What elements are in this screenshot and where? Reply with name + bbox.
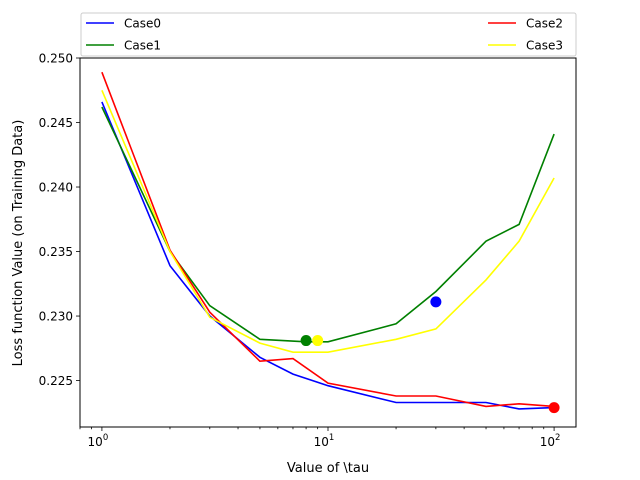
- marker-case0: [430, 296, 442, 308]
- series-line-case0: [101, 101, 555, 410]
- y-tick-label: 0.230: [39, 309, 73, 323]
- plot-area: [79, 57, 577, 428]
- plot-frame: [79, 57, 577, 428]
- legend-label-case0: Case0: [124, 16, 161, 30]
- y-tick-label: 0.240: [39, 180, 73, 194]
- marker-case2: [548, 402, 560, 414]
- x-axis-label: Value of \tau: [287, 461, 369, 476]
- y-tick-label: 0.225: [39, 374, 73, 388]
- y-tick-label: 0.245: [39, 116, 73, 130]
- legend-box: [80, 12, 577, 57]
- y-tick-label: 0.235: [39, 245, 73, 259]
- legend-label-case2: Case2: [526, 16, 563, 30]
- x-tick-label: 100: [88, 433, 109, 449]
- x-tick-label: 101: [314, 433, 335, 449]
- series-line-case3: [101, 89, 555, 353]
- marker-case3: [312, 335, 324, 347]
- marker-case1: [300, 335, 312, 347]
- legend-label-case3: Case3: [526, 38, 563, 52]
- x-axis: 100 101 102: [79, 427, 561, 449]
- legend: Case0 Case1 Case2 Case3: [80, 12, 577, 57]
- y-tick-label: 0.250: [39, 51, 73, 65]
- y-axis-label: Loss function Value (on Training Data): [11, 120, 26, 367]
- x-tick-label: 102: [540, 433, 561, 449]
- x-tick-exponent: 0: [103, 433, 108, 443]
- series-line-case1: [101, 106, 555, 343]
- y-axis: 0.225 0.230 0.235 0.240 0.245 0.250: [39, 51, 80, 388]
- x-tick-exponent: 2: [555, 433, 560, 443]
- legend-label-case1: Case1: [124, 38, 161, 52]
- series-line-case2: [101, 71, 555, 408]
- x-tick-exponent: 1: [329, 433, 334, 443]
